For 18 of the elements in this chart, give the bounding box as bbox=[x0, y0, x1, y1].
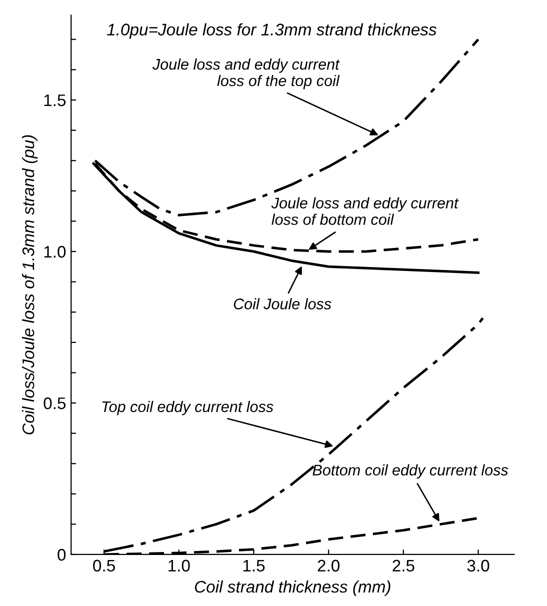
y-tick-label: 0.5 bbox=[44, 397, 66, 410]
y-tick-label: 0 bbox=[58, 548, 66, 561]
y-tick-label: 1.0 bbox=[44, 246, 66, 258]
x-tick-label: 1.0 bbox=[168, 560, 190, 572]
x-tick-label: 1.5 bbox=[243, 560, 265, 572]
x-axis-title: Coil strand thickness (mm) bbox=[194, 580, 390, 596]
x-tick-label: 2.5 bbox=[392, 560, 414, 572]
annotation: 1.0pu=Joule loss for 1.3mm strand thickness bbox=[106, 23, 436, 39]
y-tick-label: 1.5 bbox=[44, 94, 66, 106]
annotation: Bottom coil eddy current loss bbox=[312, 464, 508, 479]
annotation: Top coil eddy current loss bbox=[102, 400, 274, 416]
annotation: Joule loss and eddy current loss of the top coil bbox=[152, 58, 340, 90]
x-tick-label: 3.0 bbox=[467, 560, 490, 572]
x-tick-label: 2.0 bbox=[318, 560, 340, 572]
y-axis-title: Coil loss/Joule loss of 1.3mm strand (pu) bbox=[22, 135, 38, 434]
x-tick-label: 0.5 bbox=[93, 560, 115, 572]
annotation: Coil Joule loss bbox=[234, 298, 332, 310]
annotation: Joule loss and eddy current loss of bottom coil bbox=[271, 197, 459, 225]
